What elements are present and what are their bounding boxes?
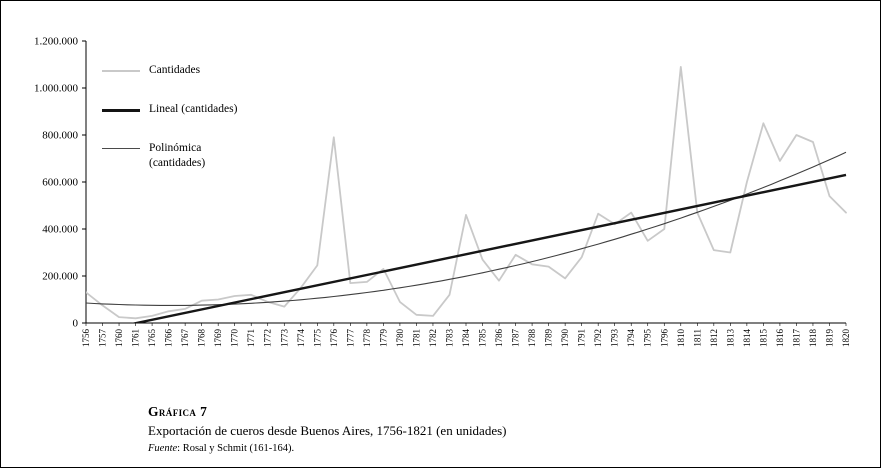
svg-text:200.000: 200.000: [42, 271, 78, 283]
svg-text:1788: 1788: [527, 329, 537, 348]
legend-item-lineal: Lineal (cantidades): [102, 102, 237, 117]
svg-text:600.000: 600.000: [42, 177, 78, 189]
svg-text:1757: 1757: [98, 329, 108, 348]
svg-text:1817: 1817: [791, 329, 801, 348]
legend-item-polinomica: Polinómica (cantidades): [102, 141, 237, 171]
svg-text:1778: 1778: [362, 329, 372, 348]
legend-label-lineal: Lineal (cantidades): [149, 102, 238, 115]
legend-item-cantidades: Cantidades: [102, 63, 237, 78]
svg-text:0: 0: [73, 318, 79, 330]
legend-line-sample-polinomica: [102, 147, 140, 149]
svg-text:1784: 1784: [461, 329, 471, 348]
legend-line-sample-cantidades: [102, 70, 140, 72]
svg-text:1816: 1816: [775, 329, 785, 348]
svg-text:1796: 1796: [659, 329, 669, 348]
svg-text:1811: 1811: [692, 329, 702, 347]
svg-text:1768: 1768: [197, 329, 207, 348]
svg-text:1785: 1785: [478, 329, 488, 348]
caption-source: Fuente: Rosal y Schmit (161-164).: [148, 443, 880, 454]
svg-text:1790: 1790: [560, 329, 570, 348]
svg-text:1.000.000: 1.000.000: [34, 83, 79, 95]
chart-legend: Cantidades Lineal (cantidades) Polinómic…: [102, 63, 237, 195]
svg-text:1779: 1779: [378, 329, 388, 348]
caption-source-text: : Rosal y Schmit (161-164).: [177, 443, 295, 454]
svg-text:1815: 1815: [758, 329, 768, 348]
svg-text:1792: 1792: [593, 329, 603, 347]
svg-text:1777: 1777: [345, 329, 355, 348]
svg-text:1776: 1776: [329, 329, 339, 348]
svg-text:1761: 1761: [131, 329, 141, 347]
svg-text:1773: 1773: [279, 329, 289, 348]
legend-label-cantidades: Cantidades: [149, 64, 201, 76]
legend-label-polinomica: Polinómica (cantidades): [149, 141, 206, 169]
svg-text:1791: 1791: [577, 329, 587, 347]
svg-text:1810: 1810: [676, 329, 686, 348]
svg-text:1774: 1774: [296, 329, 306, 348]
svg-text:1820: 1820: [841, 329, 851, 348]
svg-text:1765: 1765: [147, 329, 157, 348]
svg-text:400.000: 400.000: [42, 224, 78, 236]
svg-text:1782: 1782: [428, 329, 438, 347]
chart-caption: Gráfica 7 Exportación de cueros desde Bu…: [148, 393, 880, 454]
svg-text:1772: 1772: [263, 329, 273, 347]
svg-text:1780: 1780: [395, 329, 405, 348]
svg-text:1786: 1786: [494, 329, 504, 348]
svg-text:1812: 1812: [709, 329, 719, 347]
svg-text:1787: 1787: [511, 329, 521, 348]
svg-text:1814: 1814: [742, 329, 752, 348]
svg-text:800.000: 800.000: [42, 130, 78, 142]
caption-title: Exportación de cueros desde Buenos Aires…: [148, 423, 507, 438]
caption-source-prefix: Fuente: [148, 443, 178, 454]
svg-text:1766: 1766: [164, 329, 174, 348]
svg-text:1813: 1813: [725, 329, 735, 348]
svg-text:1783: 1783: [444, 329, 454, 348]
svg-text:1756: 1756: [81, 329, 91, 348]
svg-text:1770: 1770: [230, 329, 240, 348]
svg-text:1789: 1789: [544, 329, 554, 348]
svg-text:1760: 1760: [114, 329, 124, 348]
svg-text:1819: 1819: [824, 329, 834, 348]
svg-text:1794: 1794: [626, 329, 636, 348]
svg-text:1781: 1781: [411, 329, 421, 347]
svg-text:1.200.000: 1.200.000: [34, 36, 79, 48]
legend-line-sample-lineal: [102, 108, 140, 112]
svg-text:1818: 1818: [808, 329, 818, 348]
svg-text:1795: 1795: [643, 329, 653, 348]
svg-text:1771: 1771: [246, 329, 256, 347]
svg-text:1775: 1775: [312, 329, 322, 348]
caption-label: Gráfica 7: [148, 404, 208, 419]
svg-text:1767: 1767: [180, 329, 190, 348]
svg-text:1769: 1769: [213, 329, 223, 348]
svg-text:1793: 1793: [610, 329, 620, 348]
chart-area: 0 200.000 400.000 600.000 800.000 1.000.000 1.…: [1, 1, 880, 393]
chart-svg: 0 200.000 400.000 600.000 800.000 1.000.000 1.…: [34, 36, 851, 348]
